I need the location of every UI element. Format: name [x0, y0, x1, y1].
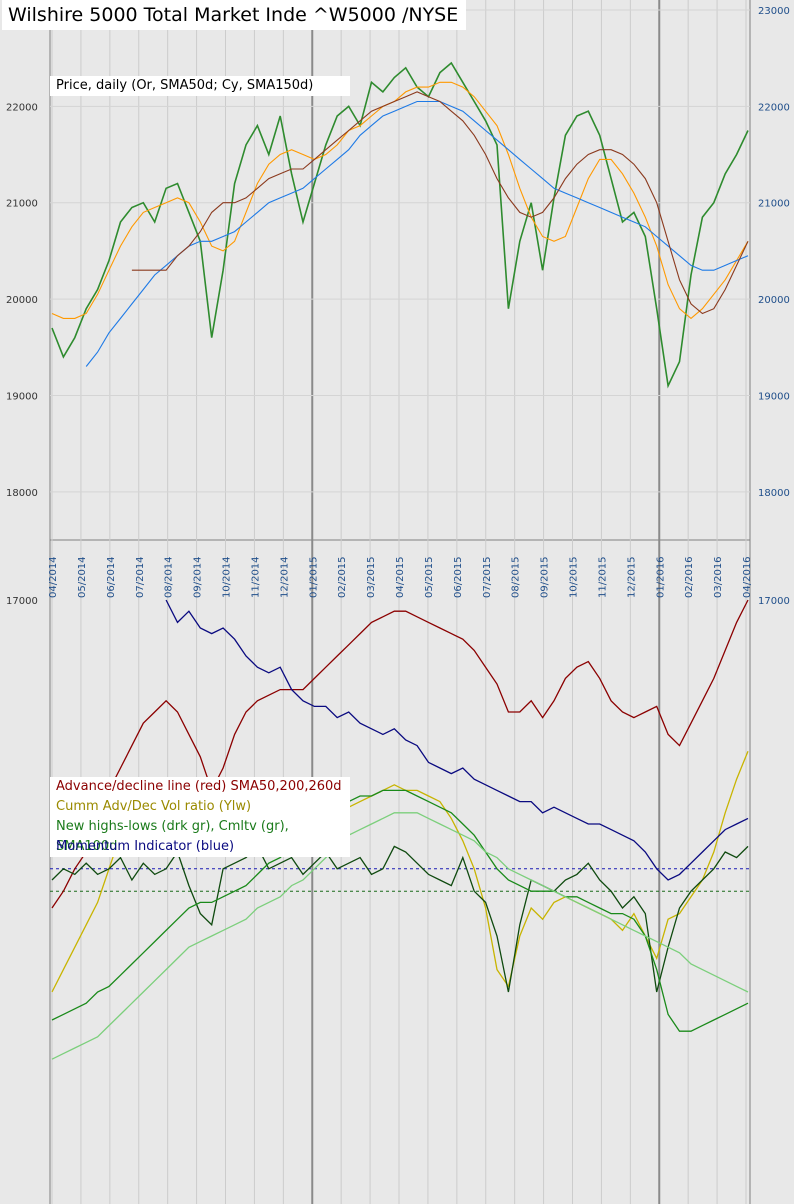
x-tick-label: 07/2015: [482, 556, 493, 598]
y-tick-label-left: 20000: [6, 295, 38, 306]
x-tick-label: 02/2016: [684, 556, 695, 598]
price-legend: Price, daily (Or, SMA50d; Cy, SMA150d): [50, 76, 350, 96]
chart-title: Wilshire 5000 Total Market Inde ^W5000 /…: [2, 0, 467, 30]
y-tick-label-left: 18000: [6, 488, 38, 499]
x-tick-label: 12/2014: [279, 556, 290, 598]
x-tick-label: 02/2015: [337, 556, 348, 598]
x-tick-label: 09/2015: [540, 556, 551, 598]
indicator-series-cmltv: [51, 789, 749, 1032]
legend-ad-line: Advance/decline line (red) SMA50,200,260…: [56, 779, 342, 794]
ind-y-tick-right: 17000: [758, 596, 790, 607]
x-tick-label: 10/2014: [222, 556, 233, 598]
indicator-legend: Advance/decline line (red) SMA50,200,260…: [50, 777, 350, 857]
y-tick-label-right: 23000: [758, 6, 790, 17]
x-tick-label: 04/2016: [742, 556, 753, 598]
price-series-sma200d: [131, 91, 749, 315]
x-tick-label: 03/2015: [366, 556, 377, 598]
x-tick-label: 01/2016: [655, 556, 666, 598]
x-tick-label: 05/2014: [77, 556, 88, 598]
x-tick-label: 04/2015: [395, 556, 406, 598]
x-tick-label: 01/2015: [308, 556, 319, 598]
x-tick-label: 06/2015: [453, 556, 464, 598]
indicator-series-momentum-indicator: [165, 599, 749, 881]
indicator-series-advance-decline-line: [51, 599, 749, 909]
x-tick-label: 11/2015: [597, 556, 608, 598]
x-tick-label: 08/2014: [164, 556, 175, 598]
price-series-price: [51, 61, 749, 389]
y-tick-label-right: 22000: [758, 102, 790, 113]
y-tick-label-left: 19000: [6, 391, 38, 402]
y-tick-label-right: 18000: [758, 488, 790, 499]
x-tick-label: 10/2015: [569, 556, 580, 598]
x-tick-label: 04/2014: [48, 556, 59, 598]
price-series-sma50d: [51, 81, 749, 320]
y-tick-label-right: 21000: [758, 199, 790, 210]
x-tick-label: 07/2014: [135, 556, 146, 598]
ind-y-tick-left: 17000: [6, 596, 38, 607]
x-tick-label: 09/2014: [193, 556, 204, 598]
legend-momentum: Momentum Indicator (blue): [56, 839, 235, 854]
legend-new-highs-lows: New highs-lows (drk gr), Cmltv (gr), SMA…: [56, 819, 289, 854]
x-tick-label: 08/2015: [511, 556, 522, 598]
y-tick-label-left: 22000: [6, 102, 38, 113]
y-tick-label-left: 21000: [6, 199, 38, 210]
price-series-sma150d: [85, 100, 749, 367]
x-tick-label: 12/2015: [626, 556, 637, 598]
x-tick-label: 05/2015: [424, 556, 435, 598]
x-tick-label: 03/2016: [713, 556, 724, 598]
x-tick-label: 11/2014: [250, 556, 261, 598]
y-tick-label-right: 19000: [758, 391, 790, 402]
legend-adv-dec-vol: Cumm Adv/Dec Vol ratio (Ylw): [56, 799, 252, 814]
indicator-series-sma100d: [51, 812, 749, 1060]
indicator-series-new-highs-lows: [51, 845, 749, 993]
y-tick-label-right: 20000: [758, 295, 790, 306]
x-tick-label: 06/2014: [106, 556, 117, 598]
